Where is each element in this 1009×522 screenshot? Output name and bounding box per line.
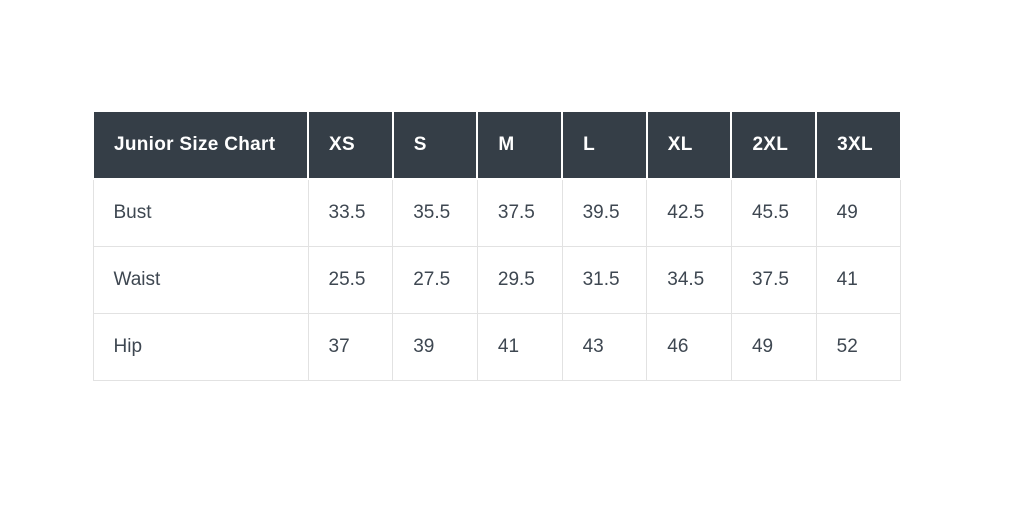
cell-waist-3xl: 41 bbox=[815, 246, 902, 314]
cell-hip-xs: 37 bbox=[307, 313, 394, 381]
table-row-hip: Hip 37 39 41 43 46 49 52 bbox=[92, 313, 902, 381]
cell-bust-m: 37.5 bbox=[476, 178, 563, 247]
header-cell-xs: XS bbox=[307, 110, 394, 180]
cell-hip-l: 43 bbox=[561, 313, 648, 381]
cell-waist-2xl: 37.5 bbox=[730, 246, 817, 314]
header-cell-xl: XL bbox=[645, 110, 733, 180]
header-row: Junior Size Chart XS S M L XL 2XL 3XL bbox=[92, 110, 902, 180]
cell-bust-xl: 42.5 bbox=[646, 178, 732, 247]
header-cell-l: L bbox=[561, 110, 648, 180]
cell-bust-2xl: 45.5 bbox=[730, 178, 817, 247]
cell-waist-m: 29.5 bbox=[476, 246, 563, 314]
cell-waist-s: 27.5 bbox=[392, 246, 478, 314]
header-cell-m: M bbox=[476, 110, 564, 180]
size-chart-container: Junior Size Chart XS S M L XL 2XL 3XL Bu… bbox=[92, 110, 902, 381]
cell-hip-m: 41 bbox=[476, 313, 563, 381]
cell-waist-xl: 34.5 bbox=[646, 246, 732, 314]
table-row-waist: Waist 25.5 27.5 29.5 31.5 34.5 37.5 41 bbox=[92, 246, 902, 314]
cell-bust-xs: 33.5 bbox=[307, 178, 394, 247]
row-label-hip: Hip bbox=[92, 313, 309, 381]
junior-size-chart-table: Junior Size Chart XS S M L XL 2XL 3XL Bu… bbox=[92, 110, 902, 381]
header-cell-title: Junior Size Chart bbox=[92, 110, 309, 180]
cell-waist-xs: 25.5 bbox=[307, 246, 394, 314]
row-label-waist: Waist bbox=[92, 246, 309, 314]
header-cell-2xl: 2XL bbox=[730, 110, 818, 180]
cell-waist-l: 31.5 bbox=[561, 246, 648, 314]
cell-bust-l: 39.5 bbox=[561, 178, 648, 247]
table-row-bust: Bust 33.5 35.5 37.5 39.5 42.5 45.5 49 bbox=[92, 178, 902, 247]
cell-hip-2xl: 49 bbox=[730, 313, 817, 381]
cell-bust-3xl: 49 bbox=[815, 178, 902, 247]
header-cell-3xl: 3XL bbox=[815, 110, 902, 180]
cell-bust-s: 35.5 bbox=[392, 178, 478, 247]
row-label-bust: Bust bbox=[92, 178, 309, 247]
cell-hip-s: 39 bbox=[392, 313, 478, 381]
header-cell-s: S bbox=[391, 110, 479, 180]
cell-hip-3xl: 52 bbox=[815, 313, 902, 381]
cell-hip-xl: 46 bbox=[646, 313, 732, 381]
